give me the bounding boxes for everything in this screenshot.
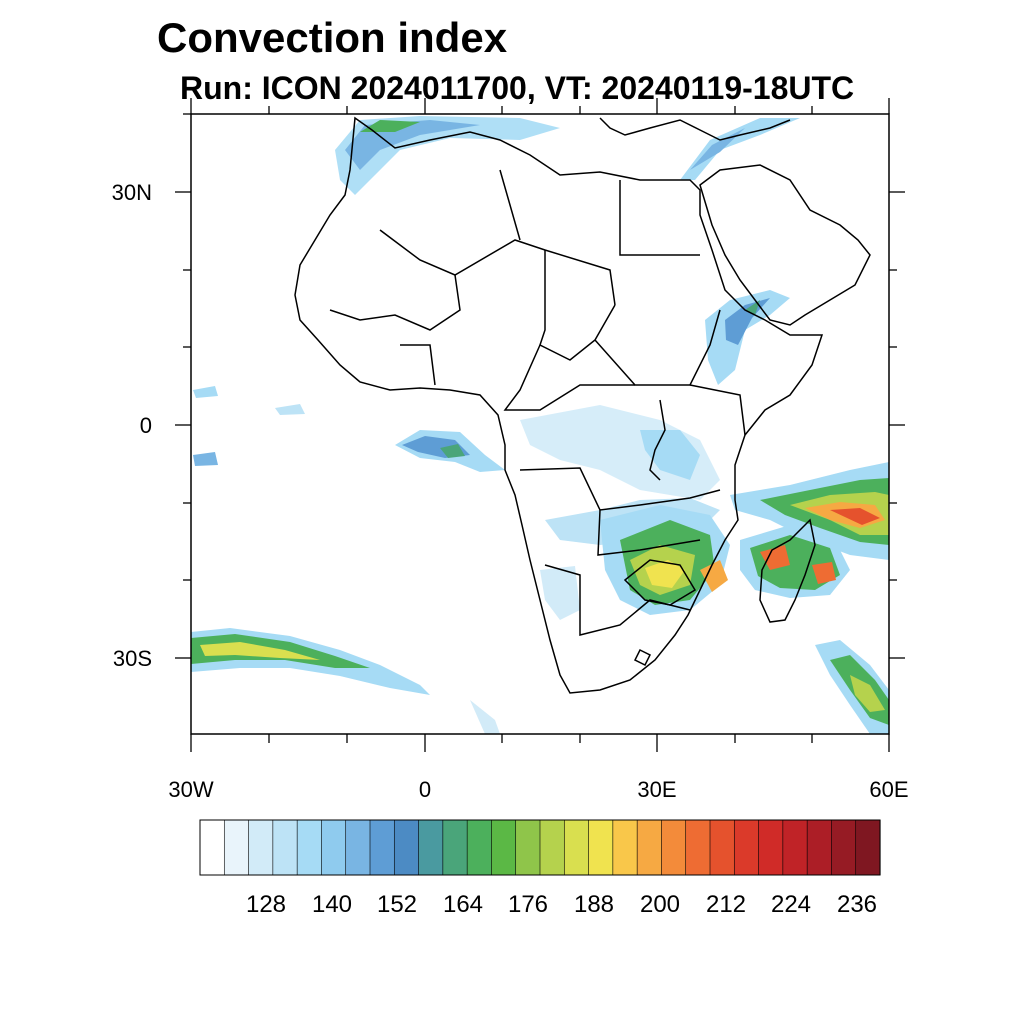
colorbar-swatch <box>296 819 323 876</box>
colorbar-frame <box>199 819 881 876</box>
lat-label-30n: 30N <box>112 180 152 205</box>
colorbar-swatch <box>612 819 638 876</box>
colorbar-swatch <box>806 819 833 876</box>
colorbar-swatch <box>515 819 541 876</box>
colorbar-label: 188 <box>574 891 614 918</box>
plot-frame <box>190 113 890 735</box>
colorbar-swatch <box>223 819 250 876</box>
colorbar-swatch <box>733 819 760 876</box>
convection-field <box>191 116 889 734</box>
colorbar-label: 164 <box>443 891 483 918</box>
colorbar-label: 140 <box>312 891 352 918</box>
colorbar-swatch <box>831 819 857 876</box>
colorbar-swatch <box>491 819 517 876</box>
colorbar-swatch <box>709 819 735 876</box>
map-subtitle: Run: ICON 2024011700, VT: 20240119-18UTC <box>180 70 855 106</box>
colorbar-swatch <box>466 819 493 876</box>
colorbar-swatch <box>539 819 565 876</box>
colorbar-labels: 128 140 152 164 176 188 200 212 224 236 <box>246 891 877 918</box>
colorbar-swatch <box>369 819 395 876</box>
colorbar-swatch <box>588 819 614 876</box>
colorbar-swatch <box>248 819 274 876</box>
colorbar-swatch <box>393 819 420 876</box>
colorbar-label: 200 <box>640 891 680 918</box>
colorbar-swatch <box>272 819 298 876</box>
lat-label-30s: 30S <box>113 646 152 671</box>
map-title: Convection index <box>157 14 508 61</box>
colorbar-swatch <box>661 819 687 876</box>
lon-label-30e: 30E <box>637 777 676 802</box>
colorbar-label: 176 <box>508 891 548 918</box>
lon-label-60e: 60E <box>869 777 908 802</box>
colorbar-swatch <box>345 819 371 876</box>
colorbar-label: 224 <box>771 891 811 918</box>
colorbar-swatch <box>563 819 590 876</box>
colorbar-swatch <box>321 819 347 876</box>
colorbar <box>199 819 881 876</box>
colorbar-swatch <box>685 819 711 876</box>
colorbar-swatch <box>855 819 881 876</box>
colorbar-swatch <box>199 819 225 876</box>
colorbar-label: 212 <box>706 891 746 918</box>
lat-label-0: 0 <box>140 413 152 438</box>
lon-label-30w: 30W <box>168 777 213 802</box>
lon-label-0: 0 <box>419 777 431 802</box>
colorbar-swatch <box>782 819 808 876</box>
colorbar-label: 128 <box>246 891 286 918</box>
colorbar-label: 152 <box>377 891 417 918</box>
axis-ticks <box>175 98 905 752</box>
colorbar-label: 236 <box>837 891 877 918</box>
colorbar-swatch <box>636 819 663 876</box>
colorbar-swatch <box>442 819 468 876</box>
colorbar-swatch <box>418 819 444 876</box>
colorbar-swatch <box>758 819 784 876</box>
coastlines-borders <box>294 116 871 694</box>
